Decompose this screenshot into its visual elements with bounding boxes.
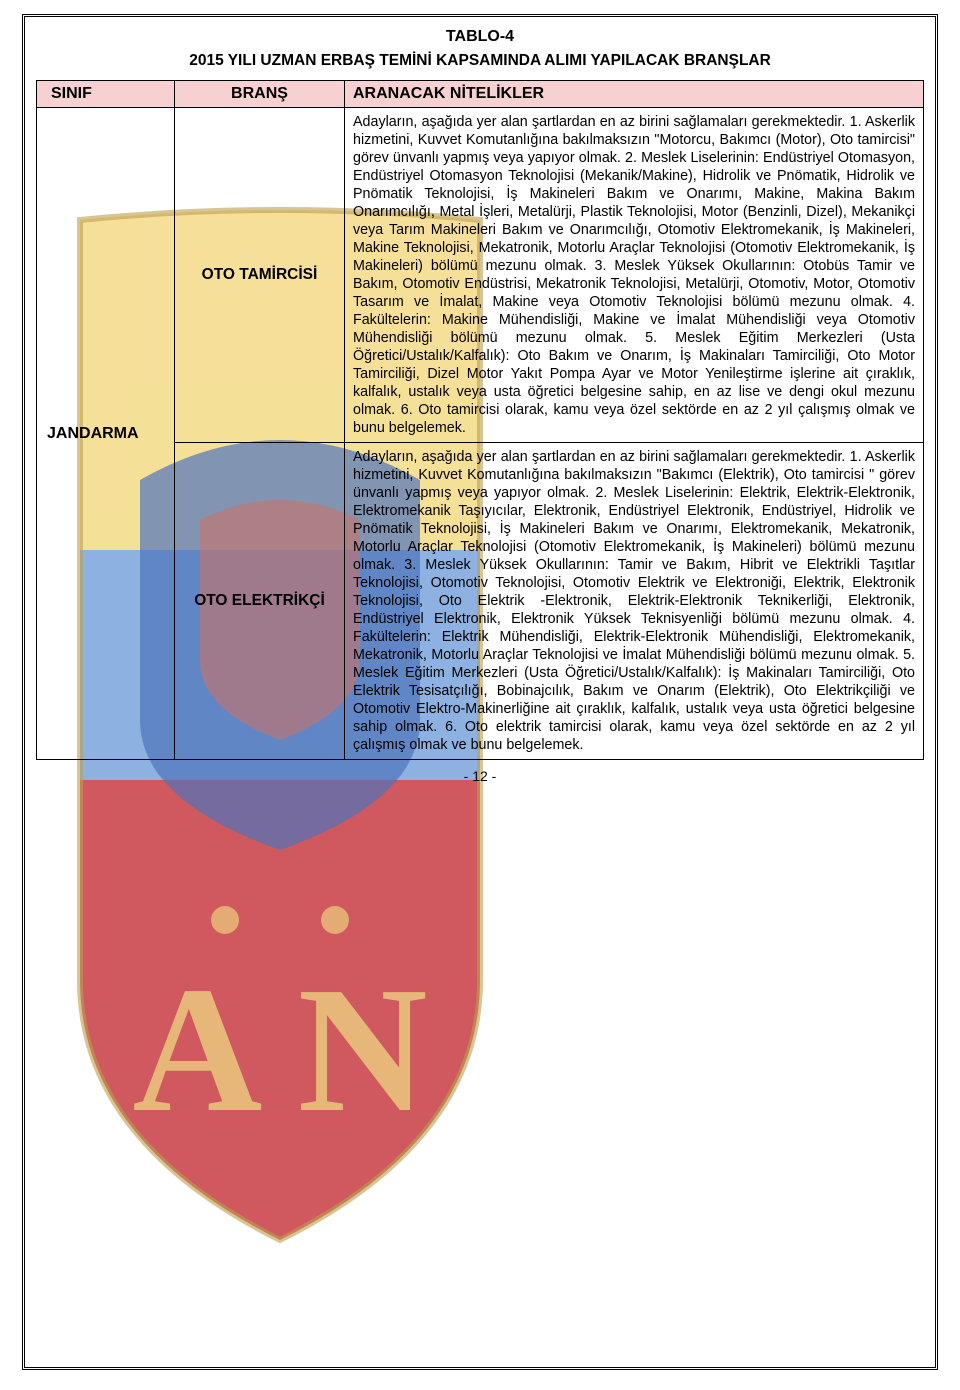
nitel-cell: Adayların, aşağıda yer alan şartlardan e… <box>345 443 924 760</box>
page-number: - 12 - <box>36 768 924 784</box>
brans-cell: OTO ELEKTRİKÇİ <box>175 443 345 760</box>
doc-title: TABLO-4 <box>36 28 924 46</box>
table-header-row: SINIF BRANŞ ARANACAK NİTELİKLER <box>37 81 924 108</box>
branch-table: SINIF BRANŞ ARANACAK NİTELİKLER JANDARMA… <box>36 80 924 760</box>
table-row: JANDARMA OTO TAMİRCİSİ Adayların, aşağıd… <box>37 108 924 443</box>
brans-cell: OTO TAMİRCİSİ <box>175 108 345 443</box>
doc-subtitle: 2015 YILI UZMAN ERBAŞ TEMİNİ KAPSAMINDA … <box>36 52 924 70</box>
header-brans: BRANŞ <box>175 81 345 108</box>
svg-text:A N: A N <box>132 950 427 1149</box>
sinif-cell: JANDARMA <box>37 108 175 760</box>
nitel-cell: Adayların, aşağıda yer alan şartlardan e… <box>345 108 924 443</box>
header-sinif: SINIF <box>37 81 175 108</box>
header-nitelikler: ARANACAK NİTELİKLER <box>345 81 924 108</box>
